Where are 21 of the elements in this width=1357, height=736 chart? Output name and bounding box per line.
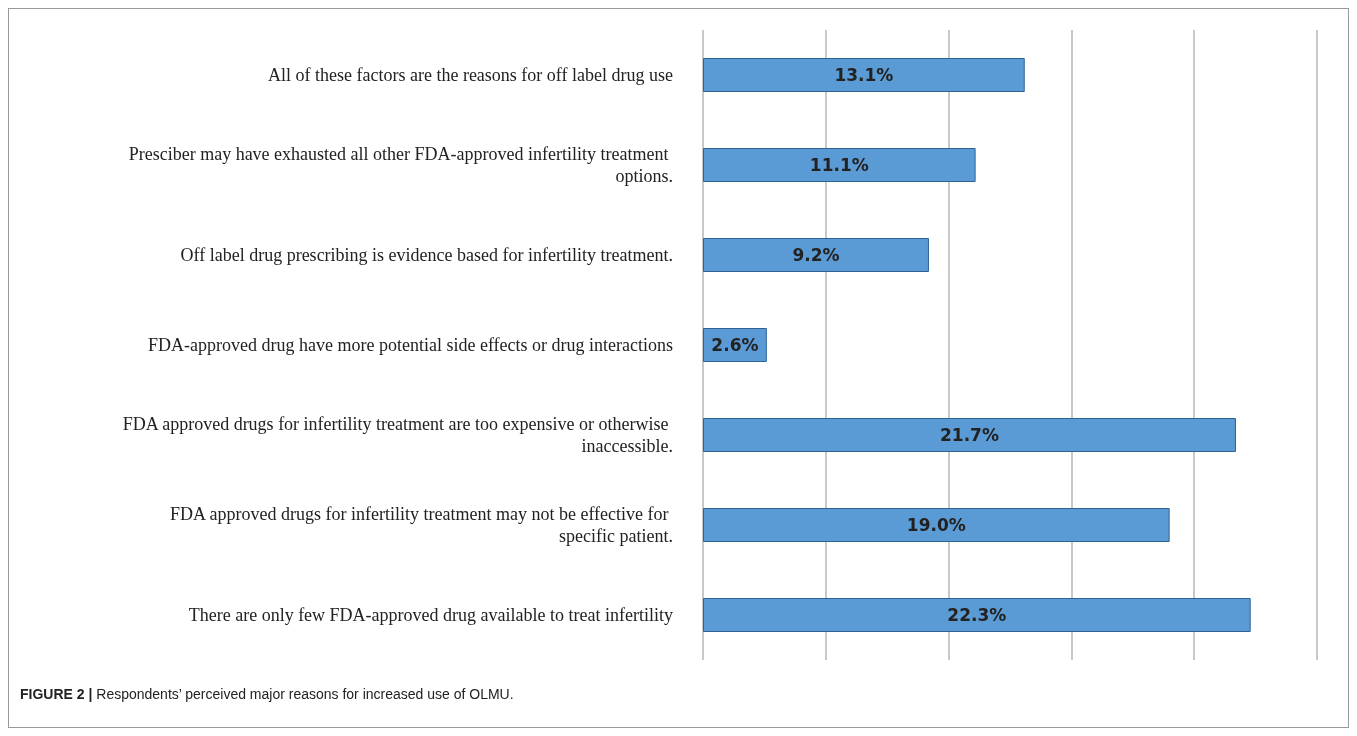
data-label: 13.1%	[834, 65, 894, 85]
y-tick-label: There are only few FDA-approved drug available to treat infertility	[188, 605, 673, 625]
bar	[703, 238, 929, 272]
bar	[703, 58, 1025, 92]
data-label: 2.6%	[711, 335, 759, 355]
data-label: 11.1%	[809, 155, 869, 175]
y-tick-label: Off label drug prescribing is evidence based for infertility treatment.	[180, 245, 673, 265]
bar	[703, 148, 976, 182]
y-tick-label: FDA approved drugs for infertility treatment may not be effective for specific patient.	[169, 504, 673, 546]
data-label: 22.3%	[947, 605, 1007, 625]
data-label: 21.7%	[939, 425, 999, 445]
bar	[703, 508, 1170, 542]
data-label: 9.2%	[792, 245, 840, 265]
data-label: 19.0%	[906, 515, 966, 535]
bar	[703, 418, 1236, 452]
bar	[703, 598, 1251, 632]
y-tick-label: All of these factors are the reasons for off label drug use	[267, 65, 673, 85]
y-tick-label: FDA approved drugs for infertility treatment are too expensive or otherwise inaccessible.	[122, 414, 673, 456]
y-tick-label: Presciber may have exhausted all other FDA-approved infertility treatment options.	[128, 144, 673, 186]
caption: FIGURE 2 | Respondents’ perceived major reasons for increased use of OLMU.	[20, 686, 514, 702]
y-tick-label: FDA-approved drug have more potential side effects or drug interactions	[147, 335, 673, 355]
